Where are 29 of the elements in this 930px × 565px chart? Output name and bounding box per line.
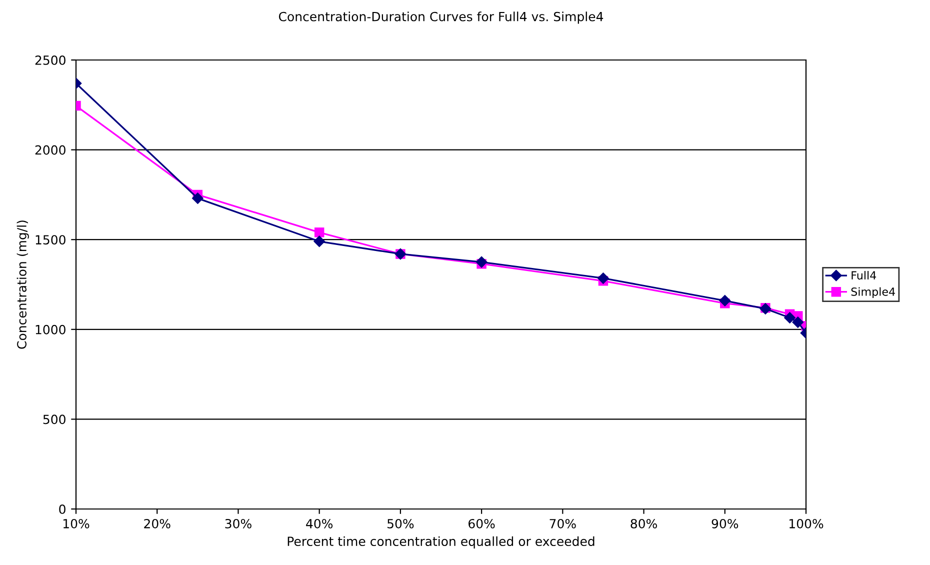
point bbox=[314, 228, 324, 238]
point bbox=[784, 312, 796, 324]
y-tick-label: 1500 bbox=[36, 235, 66, 245]
point bbox=[192, 192, 204, 204]
point bbox=[598, 272, 609, 284]
x-tick-label: 70% bbox=[550, 518, 576, 528]
x-tick-label: 20% bbox=[144, 518, 170, 528]
y-tick-label: 500 bbox=[43, 414, 66, 424]
y-axis-title: Concentration (mg/l) bbox=[16, 220, 29, 349]
x-tick-label: 50% bbox=[388, 518, 414, 528]
legend-label: Simple4 bbox=[851, 287, 895, 298]
x-tick-label: 40% bbox=[306, 518, 333, 528]
y-tick-label: 1000 bbox=[36, 324, 66, 334]
x-tick-label: 60% bbox=[468, 518, 495, 528]
point bbox=[476, 256, 488, 268]
x-tick-label: 80% bbox=[630, 518, 657, 528]
legend-label: Full4 bbox=[852, 270, 876, 280]
y-tick-label: 0 bbox=[59, 504, 66, 514]
x-axis-title: Percent time concentration equalled or exceeded bbox=[288, 536, 594, 548]
x-tick-label: 30% bbox=[225, 518, 252, 528]
x-tick-label: 10% bbox=[63, 518, 90, 528]
point bbox=[792, 316, 804, 328]
y-tick-label: 2000 bbox=[35, 145, 66, 155]
x-tick-label: 100% bbox=[790, 518, 824, 528]
chart-title: Concentration-Duration Curves for Full4 vs. Simple4 bbox=[278, 12, 604, 24]
y-tick-label: 2500 bbox=[35, 55, 66, 65]
point bbox=[314, 236, 325, 247]
point bbox=[719, 295, 730, 306]
x-tick-label: 90% bbox=[712, 518, 738, 528]
